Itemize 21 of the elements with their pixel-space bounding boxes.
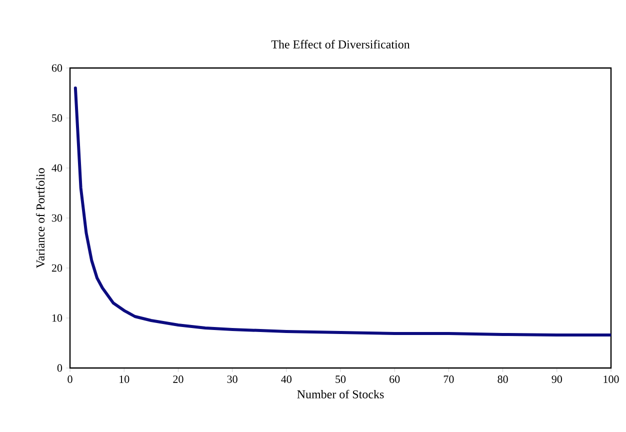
x-tick-label: 60 xyxy=(390,376,400,383)
y-tick-label: 30 xyxy=(52,214,62,222)
y-tick-label: 60 xyxy=(52,64,62,72)
x-tick-label: 70 xyxy=(444,376,454,383)
y-axis-title: Variance of Portfolio xyxy=(36,168,45,268)
y-tick-label: 50 xyxy=(52,114,62,122)
y-tick-label: 0 xyxy=(57,364,62,372)
x-tick-label: 80 xyxy=(498,376,508,383)
x-axis-title: Number of Stocks xyxy=(297,390,384,398)
x-tick-label: 40 xyxy=(281,376,292,383)
x-tick-label: 20 xyxy=(173,376,184,383)
x-tick-label: 10 xyxy=(120,376,130,383)
y-tick-label: 20 xyxy=(52,264,62,272)
chart-title: The Effect of Diversification xyxy=(271,40,410,48)
x-tick-label: 90 xyxy=(552,376,562,383)
x-tick-label: 100 xyxy=(604,376,619,383)
x-tick-label: 30 xyxy=(227,376,238,383)
x-tick-label: 50 xyxy=(336,376,346,383)
x-tick-label: 0 xyxy=(68,376,72,383)
y-tick-label: 40 xyxy=(52,164,62,172)
y-tick-label: 10 xyxy=(52,314,62,322)
